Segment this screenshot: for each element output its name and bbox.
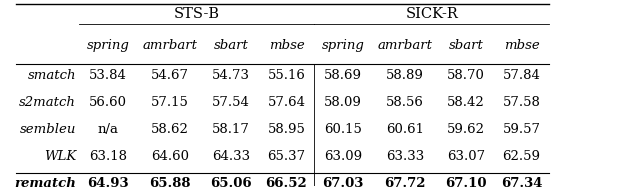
- Text: spring: spring: [86, 39, 129, 52]
- Text: 56.60: 56.60: [89, 96, 127, 109]
- Text: amrbart: amrbart: [143, 39, 198, 52]
- Text: mbse: mbse: [269, 39, 305, 52]
- Text: 63.07: 63.07: [447, 150, 485, 163]
- Text: 67.72: 67.72: [385, 177, 426, 190]
- Text: 58.95: 58.95: [268, 123, 305, 136]
- Text: 65.37: 65.37: [268, 150, 305, 163]
- Text: 65.88: 65.88: [149, 177, 191, 190]
- Text: SICK-R: SICK-R: [405, 7, 458, 22]
- Text: 58.70: 58.70: [447, 69, 485, 82]
- Text: 59.57: 59.57: [502, 123, 541, 136]
- Text: smatch: smatch: [28, 69, 76, 82]
- Text: 66.52: 66.52: [266, 177, 307, 190]
- Text: WLK: WLK: [44, 150, 76, 163]
- Text: sbart: sbart: [449, 39, 483, 52]
- Text: 59.62: 59.62: [447, 123, 485, 136]
- Text: 57.84: 57.84: [502, 69, 540, 82]
- Text: spring: spring: [322, 39, 365, 52]
- Text: 57.58: 57.58: [502, 96, 540, 109]
- Text: 64.93: 64.93: [87, 177, 129, 190]
- Text: 62.59: 62.59: [502, 150, 541, 163]
- Text: 58.89: 58.89: [387, 69, 424, 82]
- Text: rematch: rematch: [14, 177, 76, 190]
- Text: 58.42: 58.42: [447, 96, 485, 109]
- Text: 65.06: 65.06: [210, 177, 252, 190]
- Text: 67.03: 67.03: [323, 177, 364, 190]
- Text: 67.10: 67.10: [445, 177, 487, 190]
- Text: STS-B: STS-B: [173, 7, 220, 22]
- Text: 58.69: 58.69: [324, 69, 362, 82]
- Text: s2match: s2match: [19, 96, 76, 109]
- Text: sbart: sbart: [214, 39, 248, 52]
- Text: 64.33: 64.33: [212, 150, 250, 163]
- Text: 57.64: 57.64: [268, 96, 305, 109]
- Text: 60.61: 60.61: [387, 123, 424, 136]
- Text: 58.17: 58.17: [212, 123, 250, 136]
- Text: 57.15: 57.15: [151, 96, 189, 109]
- Text: 53.84: 53.84: [89, 69, 127, 82]
- Text: mbse: mbse: [504, 39, 540, 52]
- Text: 54.73: 54.73: [212, 69, 250, 82]
- Text: 67.34: 67.34: [500, 177, 542, 190]
- Text: sembleu: sembleu: [20, 123, 76, 136]
- Text: 60.15: 60.15: [324, 123, 362, 136]
- Text: n/a: n/a: [98, 123, 118, 136]
- Text: 63.09: 63.09: [324, 150, 362, 163]
- Text: 63.33: 63.33: [386, 150, 424, 163]
- Text: 57.54: 57.54: [212, 96, 250, 109]
- Text: 58.62: 58.62: [151, 123, 189, 136]
- Text: 55.16: 55.16: [268, 69, 305, 82]
- Text: 64.60: 64.60: [151, 150, 189, 163]
- Text: amrbart: amrbart: [378, 39, 433, 52]
- Text: 58.56: 58.56: [387, 96, 424, 109]
- Text: 54.67: 54.67: [151, 69, 189, 82]
- Text: 63.18: 63.18: [89, 150, 127, 163]
- Text: 58.09: 58.09: [324, 96, 362, 109]
